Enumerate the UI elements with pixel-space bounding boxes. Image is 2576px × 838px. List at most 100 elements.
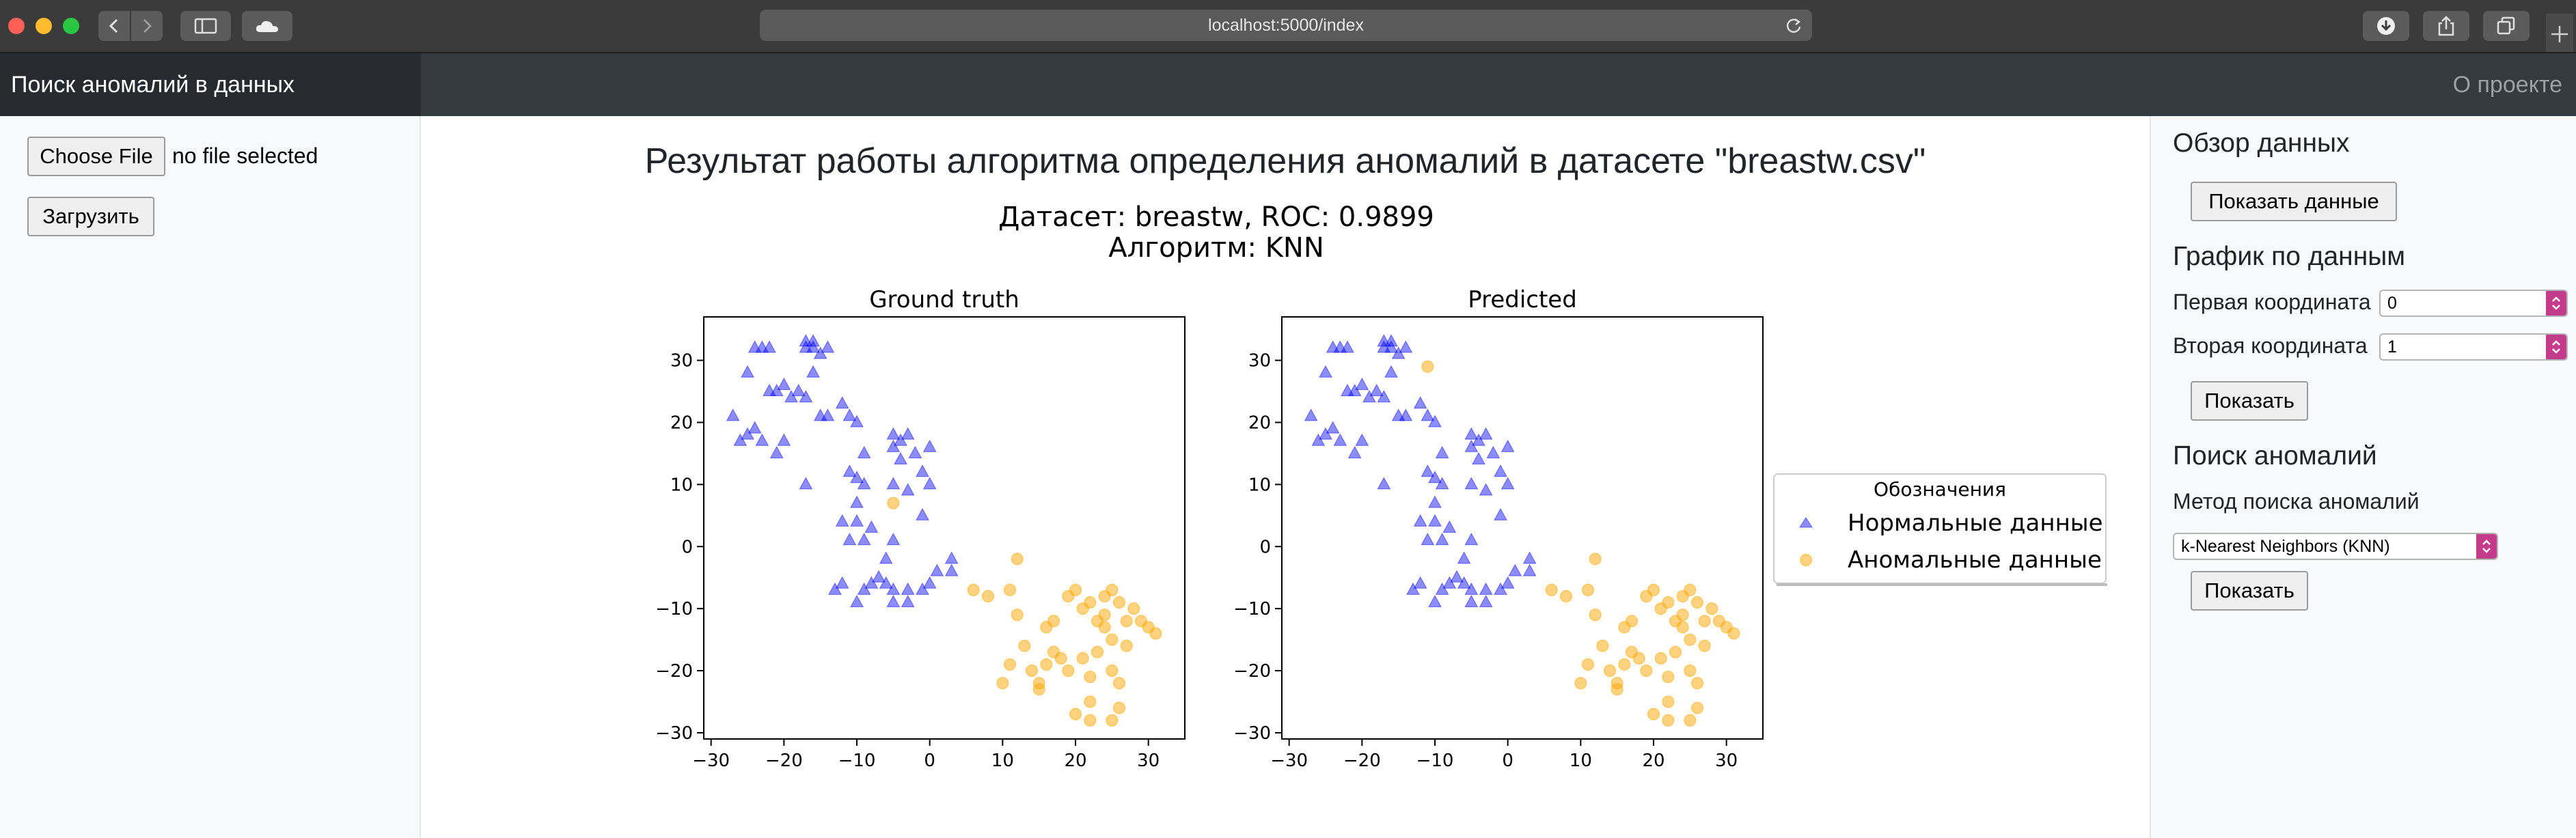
anomaly-point <box>1032 683 1045 696</box>
normal-point <box>879 576 893 589</box>
normal-point <box>1501 576 1515 589</box>
icloud-tabs-button[interactable] <box>242 11 292 41</box>
normal-point <box>872 570 886 583</box>
anomaly-point <box>1691 677 1703 690</box>
downloads-button[interactable] <box>2363 11 2409 41</box>
anomaly-point <box>1705 602 1718 615</box>
normal-point <box>1435 445 1449 458</box>
normal-point <box>1362 390 1376 403</box>
navbar-brand[interactable]: Поиск аномалий в данных <box>0 53 421 116</box>
anomaly-show-button[interactable]: Показать <box>2191 571 2308 611</box>
anomaly-point <box>1120 639 1133 652</box>
normal-point <box>799 390 813 403</box>
back-button[interactable] <box>98 11 130 41</box>
normal-point <box>864 576 879 589</box>
anomaly-point <box>1632 652 1645 665</box>
sidebar-icon <box>194 18 217 34</box>
normal-point <box>1355 377 1369 390</box>
normal-point <box>799 477 813 490</box>
anomaly-point <box>1684 714 1697 727</box>
sidebar-toggle-button[interactable] <box>180 11 231 41</box>
normal-point <box>1494 464 1507 477</box>
forward-button[interactable] <box>131 11 163 41</box>
anomaly-point <box>1026 665 1038 678</box>
window-zoom-button[interactable] <box>63 18 79 34</box>
anomaly-point <box>1662 695 1675 708</box>
normal-point <box>741 427 754 440</box>
normal-point <box>1413 576 1427 589</box>
new-tab-icon <box>2551 26 2568 42</box>
normal-point <box>1377 340 1391 353</box>
normal-point <box>741 365 754 378</box>
x-tick-label: −10 <box>838 751 876 771</box>
anomaly-heading: Поиск аномалий <box>2173 441 2377 471</box>
normal-point <box>1435 477 1449 490</box>
anomaly-point <box>1127 602 1140 615</box>
new-tab-button[interactable] <box>2546 14 2573 52</box>
tab-overview-button[interactable] <box>2483 11 2530 41</box>
anomaly-point <box>1421 360 1434 373</box>
normal-point <box>1501 439 1515 452</box>
anomaly-point <box>1040 621 1053 634</box>
anomaly-point <box>1106 665 1119 678</box>
normal-point <box>806 365 820 378</box>
anomaly-point <box>1545 583 1558 596</box>
first-coord-value: 0 <box>2387 294 2397 313</box>
normal-point <box>791 384 806 397</box>
url-text: localhost:5000/index <box>1208 16 1364 35</box>
normal-point <box>1522 563 1537 576</box>
anomaly-point <box>1691 596 1703 609</box>
window-minimize-button[interactable] <box>36 18 52 34</box>
show-data-button[interactable]: Показать данные <box>2191 182 2397 221</box>
about-link[interactable]: О проекте <box>2452 72 2562 98</box>
normal-point <box>1508 563 1522 576</box>
normal-point <box>1442 520 1457 533</box>
anomaly-point <box>1596 639 1609 652</box>
anomaly-point <box>1098 621 1111 634</box>
y-tick-label: 10 <box>670 475 693 495</box>
anomaly-point <box>1084 671 1097 684</box>
second-coord-select[interactable]: 1 <box>2379 333 2568 361</box>
plot-heading: График по данным <box>2173 242 2406 271</box>
anomaly-point <box>1106 714 1119 727</box>
normal-point <box>1421 533 1435 546</box>
select-arrows-icon <box>2482 540 2491 553</box>
normal-point <box>1421 408 1435 421</box>
normal-point <box>806 340 820 353</box>
normal-point <box>1464 595 1479 608</box>
normal-point <box>1464 477 1479 490</box>
normal-point <box>886 582 901 595</box>
plot-show-button[interactable]: Показать <box>2191 381 2308 421</box>
normal-point <box>1464 582 1479 595</box>
y-tick-label: 0 <box>1259 537 1271 557</box>
anomaly-point <box>1084 596 1097 609</box>
normal-point <box>1347 445 1362 458</box>
normal-point <box>894 451 907 465</box>
normal-point <box>901 427 915 440</box>
normal-point <box>828 582 842 595</box>
x-tick-label: 0 <box>1502 751 1513 771</box>
select-arrows-icon <box>2552 296 2560 310</box>
anomaly-point <box>1662 714 1675 727</box>
address-bar[interactable]: localhost:5000/index <box>760 10 1812 41</box>
normal-point <box>916 464 929 477</box>
choose-file-button[interactable]: Choose File <box>27 137 165 176</box>
legend-title: Обозначения <box>1874 478 2006 501</box>
normal-point <box>886 595 901 608</box>
first-coord-select[interactable]: 0 <box>2379 290 2568 317</box>
reload-icon[interactable] <box>1785 16 1803 34</box>
normal-point <box>1486 445 1501 458</box>
normal-point <box>813 346 827 359</box>
method-select[interactable]: k-Nearest Neighbors (KNN) <box>2173 533 2498 560</box>
share-button[interactable] <box>2423 11 2469 41</box>
upload-button[interactable]: Загрузить <box>27 197 154 236</box>
anomaly-point <box>1084 714 1097 727</box>
normal-point <box>755 433 769 446</box>
window-close-button[interactable] <box>8 18 25 34</box>
normal-point <box>1479 595 1493 608</box>
normal-point <box>886 439 901 452</box>
anomaly-point <box>1018 639 1031 652</box>
method-label: Метод поиска аномалий <box>2173 489 2420 514</box>
anomaly-point <box>1004 583 1016 596</box>
anomaly-point <box>1040 658 1053 671</box>
